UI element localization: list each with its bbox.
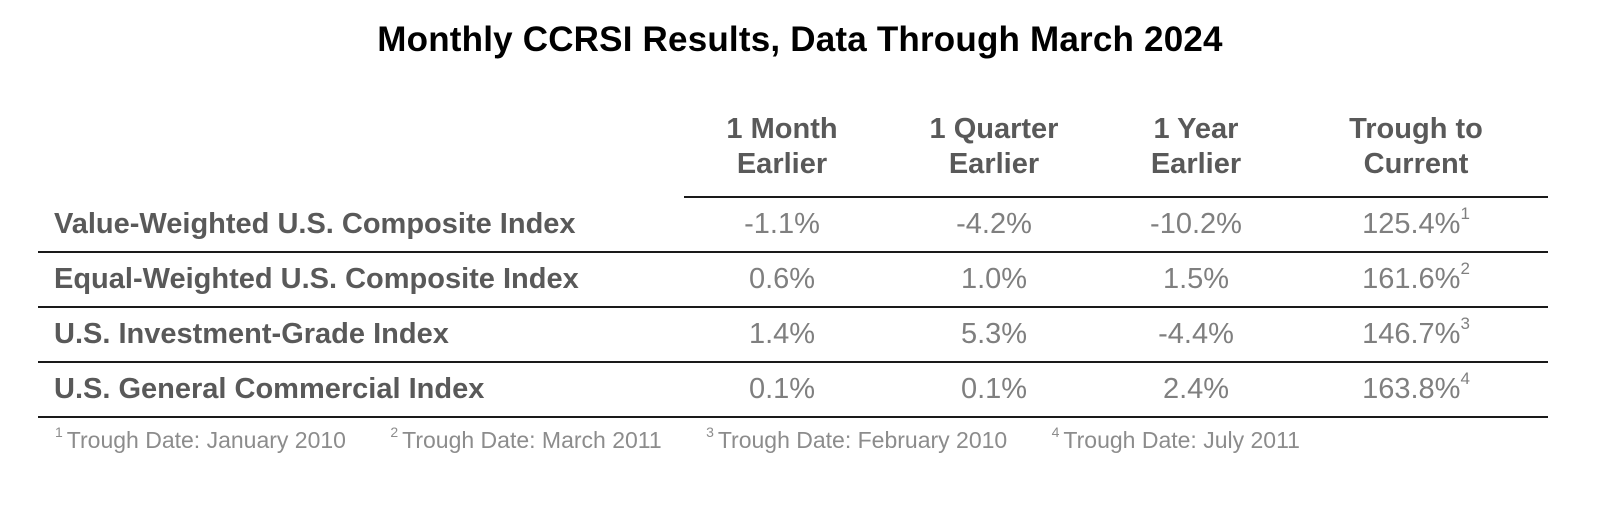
trough-value: 146.7%: [1362, 318, 1461, 350]
column-header-line1: 1 Year: [1153, 113, 1239, 145]
footnote-number: 3: [706, 424, 714, 440]
column-header-line1: 1 Quarter: [929, 113, 1059, 145]
cell-trough-to-current: 163.8%4: [1284, 362, 1548, 418]
cell-1-month: 1.4%: [684, 307, 880, 363]
column-header-line1: Trough to: [1349, 113, 1483, 145]
cell-1-year: -4.4%: [1108, 307, 1284, 363]
row-label: Equal-Weighted U.S. Composite Index: [38, 252, 684, 308]
table-row: U.S. General Commercial Index 0.1% 0.1% …: [38, 362, 1548, 418]
cell-1-month: -1.1%: [684, 197, 880, 253]
cell-1-quarter: 0.1%: [880, 362, 1108, 418]
results-table: 1 Month Earlier 1 Quarter Earlier 1 Year…: [38, 112, 1548, 418]
footnote-marker: 1: [1460, 204, 1470, 223]
results-table-container: 1 Month Earlier 1 Quarter Earlier 1 Year…: [38, 112, 1548, 418]
cell-1-year: -10.2%: [1108, 197, 1284, 253]
cell-1-quarter: 5.3%: [880, 307, 1108, 363]
column-header-1-month: 1 Month Earlier: [684, 112, 880, 198]
column-header-line2: Earlier: [948, 148, 1040, 180]
footnote-number: 2: [390, 424, 399, 440]
cell-1-quarter: -4.2%: [880, 197, 1108, 253]
cell-1-month: 0.1%: [684, 362, 880, 418]
footnote-marker: 3: [1460, 314, 1470, 333]
footnote-marker: 4: [1460, 369, 1470, 388]
trough-value: 163.8%: [1362, 373, 1461, 405]
column-header-1-year: 1 Year Earlier: [1108, 112, 1284, 198]
cell-1-year: 2.4%: [1108, 362, 1284, 418]
footnote-text: Trough Date: March 2011: [402, 427, 662, 453]
cell-trough-to-current: 146.7%3: [1284, 307, 1548, 363]
footnotes: 1 Trough Date: January 2010 2 Trough Date:…: [55, 424, 1555, 454]
cell-1-quarter: 1.0%: [880, 252, 1108, 308]
row-label: U.S. Investment-Grade Index: [38, 307, 684, 363]
chart-title: Monthly CCRSI Results, Data Through Marc…: [377, 20, 1223, 59]
cell-trough-to-current: 161.6%2: [1284, 252, 1548, 308]
footnote-marker: 2: [1460, 259, 1470, 278]
column-header-trough-to-current: Trough to Current: [1284, 112, 1548, 198]
table-row: Equal-Weighted U.S. Composite Index 0.6%…: [38, 252, 1548, 308]
column-header-line1: 1 Month: [726, 113, 838, 145]
footnote-number: 1: [55, 424, 63, 440]
column-header-line2: Current: [1363, 148, 1469, 180]
table-row: Value-Weighted U.S. Composite Index -1.1…: [38, 197, 1548, 253]
trough-value: 161.6%: [1362, 263, 1461, 295]
footnote: 1 Trough Date: January 2010: [55, 424, 346, 454]
header-corner: [38, 112, 684, 197]
column-header-line2: Earlier: [736, 148, 828, 180]
footnote: 3 Trough Date: February 2010: [706, 424, 1008, 454]
cell-trough-to-current: 125.4%1: [1284, 197, 1548, 253]
footnote-text: Trough Date: February 2010: [717, 427, 1008, 453]
trough-value: 125.4%: [1362, 208, 1461, 240]
column-header-1-quarter: 1 Quarter Earlier: [880, 112, 1108, 198]
cell-1-year: 1.5%: [1108, 252, 1284, 308]
row-label: U.S. General Commercial Index: [38, 362, 684, 418]
footnote-text: Trough Date: January 2010: [66, 427, 346, 453]
footnote-text: Trough Date: July 2011: [1063, 427, 1300, 453]
table-row: U.S. Investment-Grade Index 1.4% 5.3% -4…: [38, 307, 1548, 363]
column-header-line2: Earlier: [1150, 148, 1242, 180]
footnote: 2 Trough Date: March 2011: [390, 424, 662, 454]
footnote-number: 4: [1051, 424, 1060, 440]
footnote: 4 Trough Date: July 2011: [1051, 424, 1300, 454]
row-label: Value-Weighted U.S. Composite Index: [38, 197, 684, 253]
header-row: 1 Month Earlier 1 Quarter Earlier 1 Year…: [38, 112, 1548, 198]
cell-1-month: 0.6%: [684, 252, 880, 308]
